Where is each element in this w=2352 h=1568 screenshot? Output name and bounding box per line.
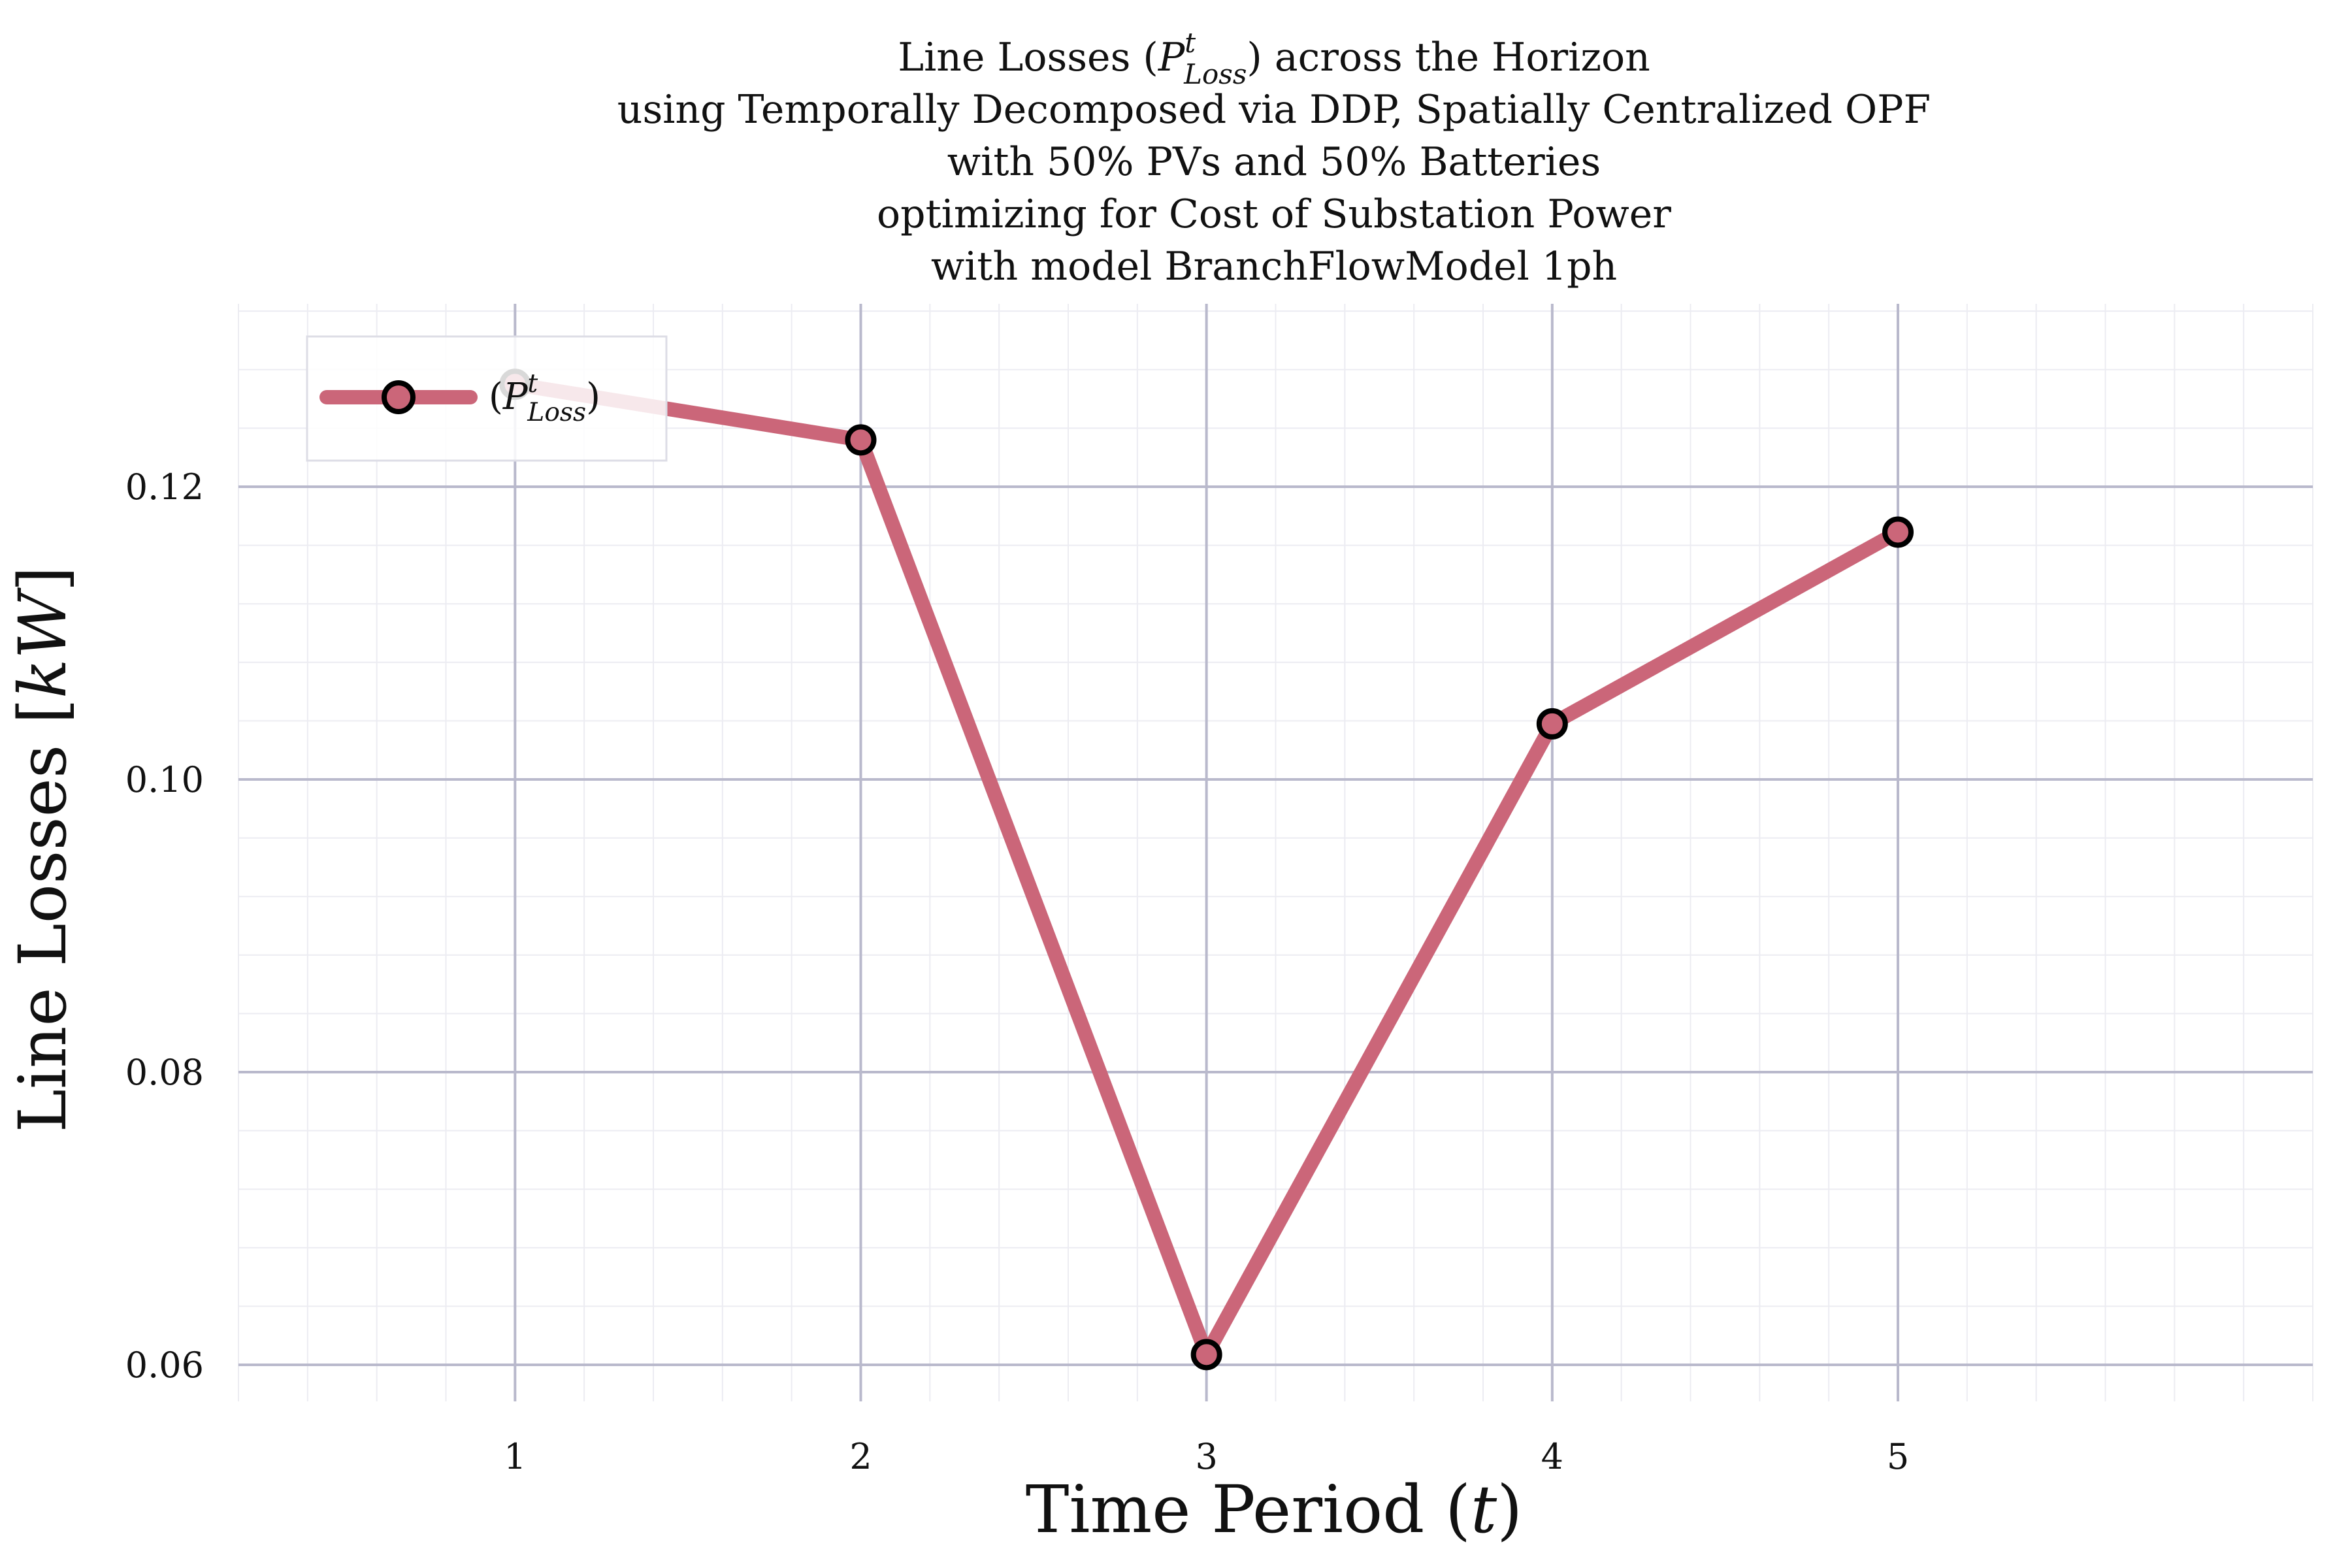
x-tick-label: 3 [1195,1436,1217,1477]
data-point [1190,1339,1222,1371]
x-axis-label: Time Period (t) [1026,1471,1522,1548]
x-tick-label: 4 [1541,1436,1563,1477]
y-tick-label: 0.10 [125,759,204,800]
x-tick-labels: 1 2 3 4 5 [504,1436,1909,1477]
y-tick-label: 0.06 [125,1345,204,1386]
y-axis-label: Line Losses [kW] [5,566,81,1133]
x-tick-label: 5 [1887,1436,1909,1477]
title-line-5: with model BranchFlowModel 1ph [931,244,1617,289]
data-point [845,424,877,456]
legend-label: (Pt Loss) [489,369,600,427]
y-tick-label: 0.12 [125,466,204,508]
x-tick-label: 2 [849,1436,872,1477]
title-line-2: using Temporally Decomposed via DDP, Spa… [617,87,1931,133]
major-grid [238,304,2313,1401]
legend: (Pt Loss) [306,335,668,462]
x-tick-label: 1 [504,1436,526,1477]
y-tick-label: 0.08 [125,1052,204,1093]
title-line-1: Line Losses (Pt Loss) across the Horizon [898,27,1650,90]
legend-marker-swatch [382,380,416,414]
title-line-3: with 50% PVs and 50% Batteries [947,139,1601,185]
y-tick-labels: 0.06 0.08 0.10 0.12 [125,466,204,1386]
data-point [1882,516,1914,548]
chart-title: Line Losses (Pt Loss) across the Horizon … [617,27,1931,289]
title-line-4: optimizing for Cost of Substation Power [877,191,1671,237]
data-point [1536,708,1568,740]
